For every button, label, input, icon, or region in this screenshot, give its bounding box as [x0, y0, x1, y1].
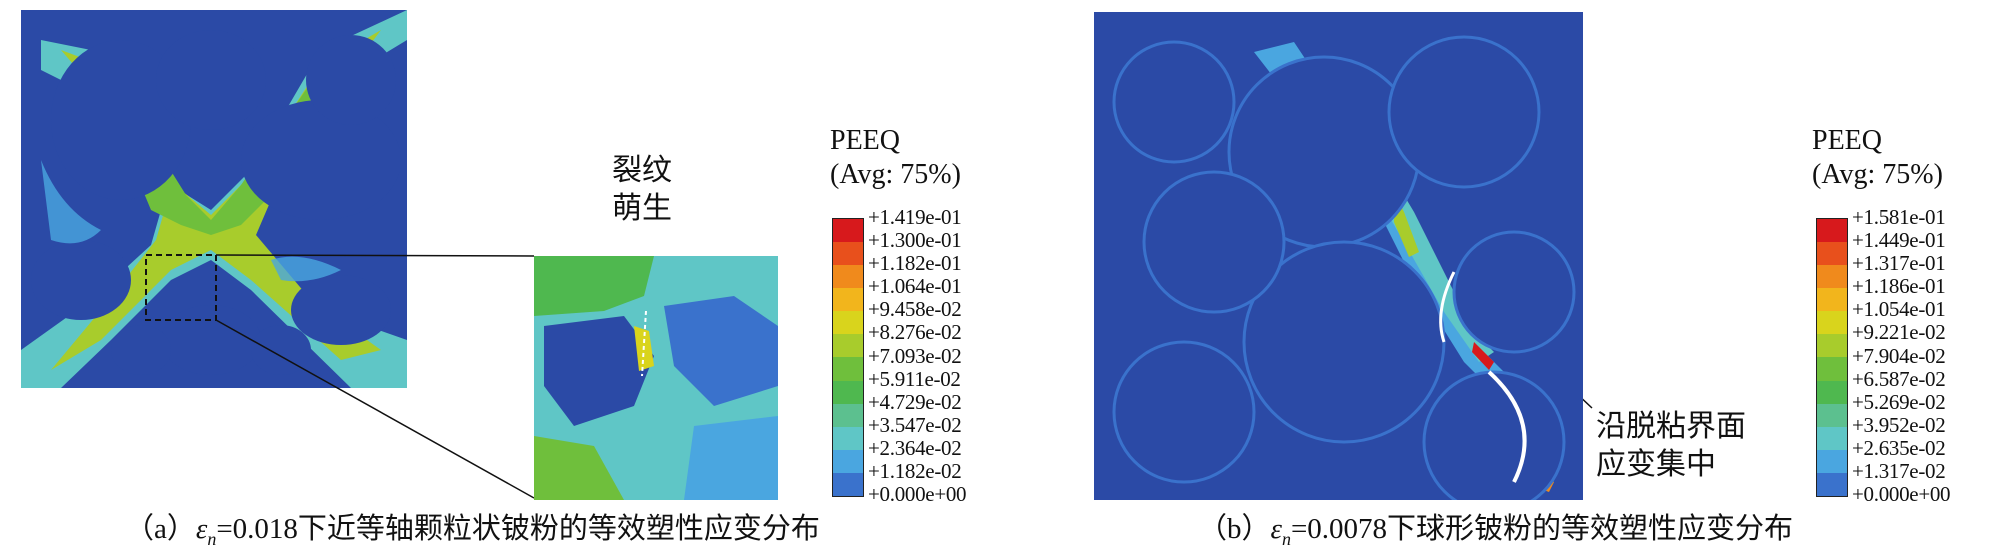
legend-value: +2.635e-02: [1852, 435, 1946, 460]
color-bar-segment: [833, 288, 863, 312]
color-bar-segment: [833, 265, 863, 289]
color-bar-segment: [1817, 449, 1847, 473]
panel-b-legend-title: PEEQ (Avg: 75%): [1812, 124, 1943, 192]
legend-value: +5.911e-02: [868, 366, 961, 391]
panel-a-simulation: [21, 10, 407, 388]
legend-value: +0.000e+00: [1852, 482, 1951, 507]
color-bar-segment: [1817, 380, 1847, 404]
annotation-line-1: 裂纹: [612, 153, 672, 188]
legend-value: +8.276e-02: [868, 320, 962, 345]
color-bar-segment: [1817, 311, 1847, 335]
panel-b-simulation: [1094, 12, 1583, 514]
color-bar-segment: [833, 380, 863, 404]
panel-a-color-bar: [832, 218, 864, 497]
panel-b-contour-plot: [1094, 12, 1583, 514]
caption-epsilon: ε: [195, 513, 208, 545]
legend-value: +1.317e-01: [1852, 251, 1946, 276]
caption-subscript: n: [1281, 528, 1291, 549]
panel-b-legend-labels: +1.581e-01 +1.449e-01 +1.317e-01 +1.186e-01…: [1852, 205, 1951, 507]
annotation-line-2: 萌生: [612, 191, 672, 226]
legend-value: +5.269e-02: [1852, 389, 1946, 414]
legend-value: +7.093e-02: [868, 343, 962, 368]
panel-b-caption: （b）εn=0.0078下球形铍粉的等效塑性应变分布: [1198, 512, 1793, 556]
caption-prefix: （a）: [125, 513, 196, 545]
annotation-line-1: 沿脱粘界面: [1596, 409, 1746, 444]
legend-value: +1.182e-01: [868, 251, 962, 276]
legend-title-line-2: (Avg: 75%): [1812, 159, 1943, 190]
color-bar-segment: [1817, 265, 1847, 289]
panel-a-annotation: 裂纹 萌生: [612, 152, 672, 228]
legend-value: +9.458e-02: [868, 297, 962, 322]
legend-value: +0.000e+00: [868, 482, 967, 507]
color-bar-segment: [833, 311, 863, 335]
color-bar-segment: [833, 334, 863, 358]
legend-value: +1.186e-01: [1852, 274, 1946, 299]
color-bar-segment: [833, 449, 863, 473]
legend-value: +6.587e-02: [1852, 366, 1946, 391]
color-bar-segment: [1817, 219, 1847, 243]
legend-title-line-1: PEEQ: [1812, 125, 1882, 156]
caption-prefix: （b）: [1198, 513, 1271, 545]
legend-value: +1.317e-02: [1852, 459, 1946, 484]
legend-value: +1.300e-01: [868, 228, 962, 253]
caption-epsilon: ε: [1270, 513, 1282, 545]
panel-a-legend-labels: +1.419e-01 +1.300e-01 +1.182e-01 +1.064e-01…: [868, 205, 967, 507]
legend-value: +1.449e-01: [1852, 228, 1946, 253]
color-bar-segment: [1817, 242, 1847, 266]
panel-a-legend-title: PEEQ (Avg: 75%): [830, 124, 961, 192]
color-bar-segment: [833, 403, 863, 427]
legend-value: +1.054e-01: [1852, 297, 1946, 322]
color-bar-segment: [1817, 426, 1847, 450]
color-bar-segment: [1817, 288, 1847, 312]
legend-value: +2.364e-02: [868, 435, 962, 460]
color-bar-segment: [1817, 334, 1847, 358]
legend-value: +9.221e-02: [1852, 320, 1946, 345]
panel-a-zoom-inset: [534, 256, 778, 500]
panel-a-contour-plot: [21, 10, 407, 388]
color-bar-segment: [833, 426, 863, 450]
panel-b-annotation: 沿脱粘界面 应变集中: [1596, 408, 1746, 484]
panel-b-color-bar: [1816, 218, 1848, 497]
legend-title-line-2: (Avg: 75%): [830, 159, 961, 190]
color-bar-segment: [833, 242, 863, 266]
color-bar-segment: [833, 472, 863, 496]
color-bar-segment: [1817, 472, 1847, 496]
legend-value: +1.419e-01: [868, 205, 962, 229]
legend-value: +1.581e-01: [1852, 205, 1946, 229]
color-bar-segment: [833, 357, 863, 381]
caption-text: =0.0078下球形铍粉的等效塑性应变分布: [1290, 513, 1794, 545]
legend-value: +4.729e-02: [868, 389, 962, 414]
legend-value: +1.182e-02: [868, 459, 962, 484]
legend-value: +3.547e-02: [868, 412, 962, 437]
color-bar-segment: [1817, 357, 1847, 381]
color-bar-segment: [1817, 403, 1847, 427]
panel-a-caption: （a）εn=0.018下近等轴颗粒状铍粉的等效塑性应变分布: [125, 512, 820, 556]
caption-text: =0.018下近等轴颗粒状铍粉的等效塑性应变分布: [216, 513, 820, 545]
color-bar-segment: [833, 219, 863, 243]
legend-value: +3.952e-02: [1852, 412, 1946, 437]
annotation-line-2: 应变集中: [1596, 447, 1716, 482]
caption-subscript: n: [207, 528, 217, 549]
legend-title-line-1: PEEQ: [830, 125, 900, 156]
legend-value: +7.904e-02: [1852, 343, 1946, 368]
legend-value: +1.064e-01: [868, 274, 962, 299]
